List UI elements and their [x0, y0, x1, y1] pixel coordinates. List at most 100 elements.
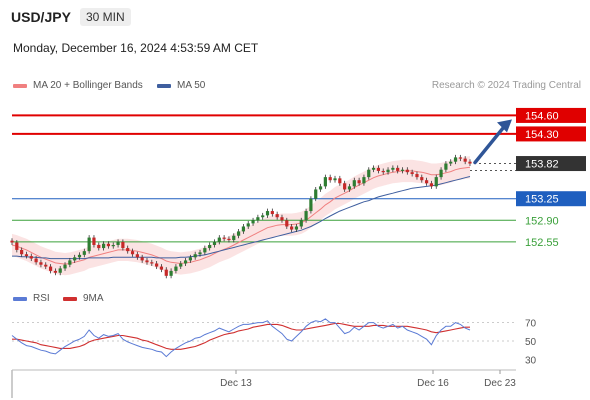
candle	[265, 211, 270, 216]
candle	[415, 174, 419, 178]
level-label-154.60: 154.60	[525, 110, 559, 122]
candle	[270, 211, 274, 215]
candle	[24, 254, 29, 257]
candle	[29, 256, 33, 259]
forecast-arrow-shaft	[473, 122, 508, 165]
level-label-154.30: 154.30	[525, 129, 559, 141]
legend-rsi-swatch	[13, 296, 27, 301]
candle	[290, 226, 294, 230]
candle	[39, 262, 43, 265]
chart-datetime: Monday, December 16, 2024 4:53:59 AM CET	[13, 41, 259, 55]
candle	[82, 251, 86, 255]
candle	[410, 172, 414, 175]
candle	[338, 178, 342, 184]
candle	[280, 217, 284, 221]
candle	[256, 217, 260, 221]
candle	[48, 266, 53, 271]
candle	[314, 189, 318, 199]
candle	[323, 177, 327, 187]
candle	[92, 237, 96, 245]
candle	[371, 167, 376, 170]
level-label-152.90: 152.90	[525, 215, 559, 227]
candle	[444, 163, 448, 170]
candle	[10, 240, 14, 243]
candle	[241, 226, 246, 232]
ma50-line	[12, 176, 471, 260]
candle	[439, 169, 443, 178]
rsi-tick-70: 70	[525, 319, 537, 330]
candle	[309, 198, 313, 212]
legend-rsi: RSI	[13, 293, 50, 304]
candle	[58, 268, 62, 273]
candle	[343, 183, 347, 190]
interval-badge[interactable]: 30 MIN	[80, 8, 131, 26]
x-tick-dec-13: Dec 13	[220, 378, 252, 389]
legend-ma50-label: MA 50	[177, 80, 206, 91]
candle	[174, 266, 178, 271]
candle	[420, 177, 424, 181]
candle	[429, 183, 434, 187]
candle	[126, 248, 130, 252]
candles-group	[10, 154, 472, 279]
level-label-bg-153.82	[516, 156, 586, 172]
candle	[376, 167, 380, 171]
candle	[328, 177, 332, 181]
candle	[121, 241, 125, 249]
candle	[188, 257, 192, 261]
candle	[304, 211, 308, 221]
candle	[164, 269, 168, 276]
rsi-line	[11, 318, 471, 358]
legend-ma20: MA 20 + Bollinger Bands	[13, 80, 143, 91]
forecast-arrow-head	[497, 119, 512, 133]
candle	[34, 258, 38, 263]
level-label-bg-154.30	[516, 126, 586, 142]
candle	[434, 177, 438, 187]
candle	[391, 167, 395, 170]
candle	[299, 220, 303, 227]
candle	[169, 270, 173, 276]
candle	[458, 157, 462, 159]
level-label-bg-154.60	[516, 107, 586, 123]
x-tick-dec-23: Dec 23	[484, 378, 516, 389]
candle	[453, 157, 458, 162]
candle	[140, 257, 144, 261]
candle	[386, 169, 390, 173]
candle	[106, 243, 111, 247]
candle	[155, 263, 159, 267]
candle	[87, 237, 91, 252]
level-label-153.25: 153.25	[525, 194, 559, 206]
candle	[135, 254, 139, 258]
candle	[294, 226, 299, 230]
candle	[111, 244, 115, 247]
candle	[352, 180, 356, 187]
candle	[130, 251, 135, 255]
candle	[381, 170, 385, 173]
candle	[236, 231, 241, 236]
candle	[102, 243, 106, 249]
x-tick-dec-16: Dec 16	[417, 378, 449, 389]
rsi-tick-50: 50	[525, 337, 537, 348]
rsi-tick-30: 30	[525, 355, 537, 366]
rsi-9ma-line	[12, 322, 470, 350]
candle	[396, 167, 400, 171]
candle	[77, 254, 82, 258]
legend-9ma-label: 9MA	[83, 293, 104, 304]
candle	[261, 215, 265, 218]
candle	[68, 260, 72, 265]
candle	[44, 264, 48, 267]
candle	[183, 260, 188, 264]
candle	[193, 254, 197, 258]
candle	[275, 214, 279, 218]
candle	[97, 244, 101, 249]
legend-ma20-swatch	[13, 83, 27, 88]
candle	[333, 178, 337, 181]
level-label-152.55: 152.55	[525, 237, 559, 249]
candle	[63, 264, 67, 269]
candle	[463, 158, 467, 162]
candle	[362, 177, 366, 184]
level-label-bg-153.25	[516, 191, 586, 207]
candle	[367, 169, 371, 178]
legend-9ma-swatch	[63, 296, 77, 301]
candle	[227, 238, 231, 241]
